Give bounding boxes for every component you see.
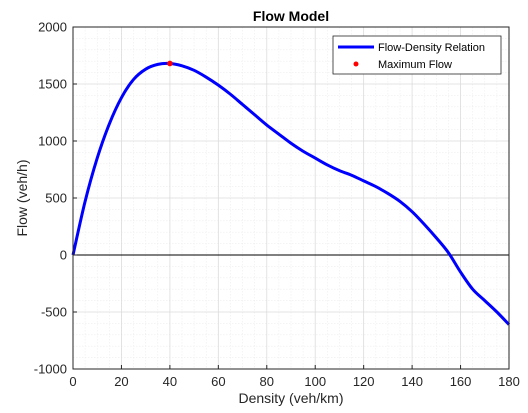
x-tick-label: 20 (114, 374, 128, 389)
y-tick-label: -500 (41, 305, 67, 320)
legend-box (332, 35, 502, 75)
x-axis-label: Density (veh/km) (238, 390, 343, 406)
x-tick-label: 60 (211, 374, 225, 389)
x-tick-label: 0 (69, 374, 76, 389)
legend: Flow-Density Relation Maximum Flow (332, 35, 502, 75)
y-tick-label: 0 (60, 248, 67, 263)
series-line-flow-density (71, 61, 511, 326)
y-tick-label: -1000 (34, 362, 67, 377)
x-tick-label: 120 (353, 374, 375, 389)
y-tick-label: 2000 (38, 20, 67, 35)
x-tick-label: 80 (260, 374, 274, 389)
y-axis-ticks: -1000 -500 0 500 1000 1500 2000 (34, 20, 77, 377)
x-tick-label: 40 (163, 374, 177, 389)
x-tick-label: 140 (401, 374, 423, 389)
y-tick-label: 1500 (38, 77, 67, 92)
maximum-flow-point (167, 60, 173, 67)
y-tick-label: 1000 (38, 134, 67, 149)
x-axis-ticks: 0 20 40 60 80 100 120 140 160 180 (69, 365, 520, 389)
x-tick-label: 100 (304, 374, 326, 389)
y-tick-label: 500 (45, 191, 67, 206)
legend-point-swatch (353, 61, 359, 67)
chart-title: Flow Model (253, 8, 329, 24)
x-tick-label: 180 (498, 374, 520, 389)
legend-label-maximum-flow: Maximum Flow (378, 59, 452, 71)
y-axis-label: Flow (veh/h) (14, 159, 30, 236)
series-layer (71, 60, 511, 326)
x-tick-label: 160 (450, 374, 472, 389)
legend-label-flow-density: Flow-Density Relation (378, 42, 485, 54)
